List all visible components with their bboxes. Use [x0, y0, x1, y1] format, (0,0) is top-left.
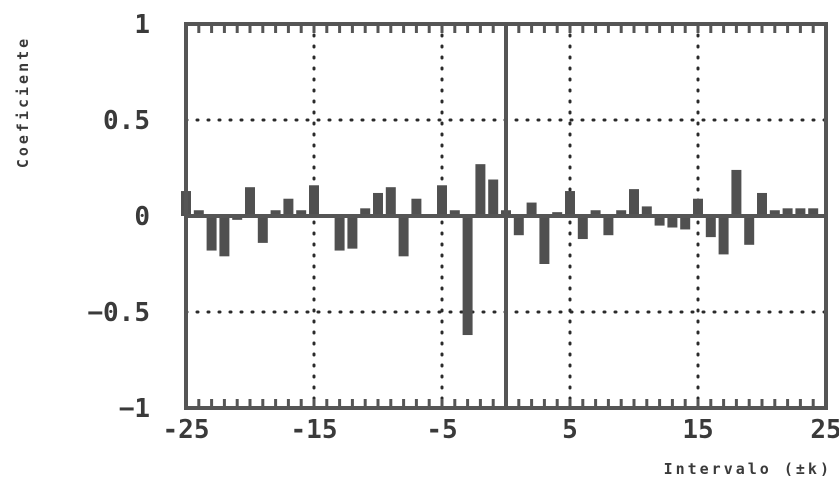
bar	[539, 216, 549, 264]
bar	[514, 216, 524, 235]
bar	[283, 199, 293, 216]
bar	[386, 187, 396, 216]
bar	[245, 187, 255, 216]
bar	[207, 216, 217, 251]
bar	[463, 216, 473, 335]
y-tick-label: −0.5	[87, 298, 150, 328]
bar	[731, 170, 741, 216]
bar	[719, 216, 729, 254]
x-tick-label: 25	[810, 415, 839, 445]
x-tick-label: 15	[682, 415, 713, 445]
x-tick-label: -5	[426, 415, 457, 445]
bar	[706, 216, 716, 237]
bar	[219, 216, 229, 256]
bar	[693, 199, 703, 216]
bar	[565, 191, 575, 216]
y-tick-label: 0	[134, 202, 150, 232]
x-tick-label: -25	[163, 415, 210, 445]
bar	[309, 185, 319, 216]
bar	[411, 199, 421, 216]
y-tick-label: 1	[134, 10, 150, 40]
bar	[603, 216, 613, 235]
bar	[744, 216, 754, 245]
bar	[399, 216, 409, 256]
bar	[258, 216, 268, 243]
y-axis-label: Coeficiente	[14, 36, 32, 168]
y-tick-label: −1	[119, 394, 150, 424]
bar	[335, 216, 345, 251]
bar	[373, 193, 383, 216]
bar	[680, 216, 690, 229]
bar	[578, 216, 588, 239]
x-tick-label: 5	[562, 415, 578, 445]
bar	[527, 203, 537, 216]
bar	[347, 216, 357, 249]
x-tick-label: -15	[291, 415, 338, 445]
bar	[757, 193, 767, 216]
y-tick-label: 0.5	[103, 106, 150, 136]
bar	[488, 180, 498, 216]
bar	[629, 189, 639, 216]
bar	[475, 164, 485, 216]
bar	[437, 185, 447, 216]
x-axis-label: Intervalo (±k)	[664, 460, 832, 478]
